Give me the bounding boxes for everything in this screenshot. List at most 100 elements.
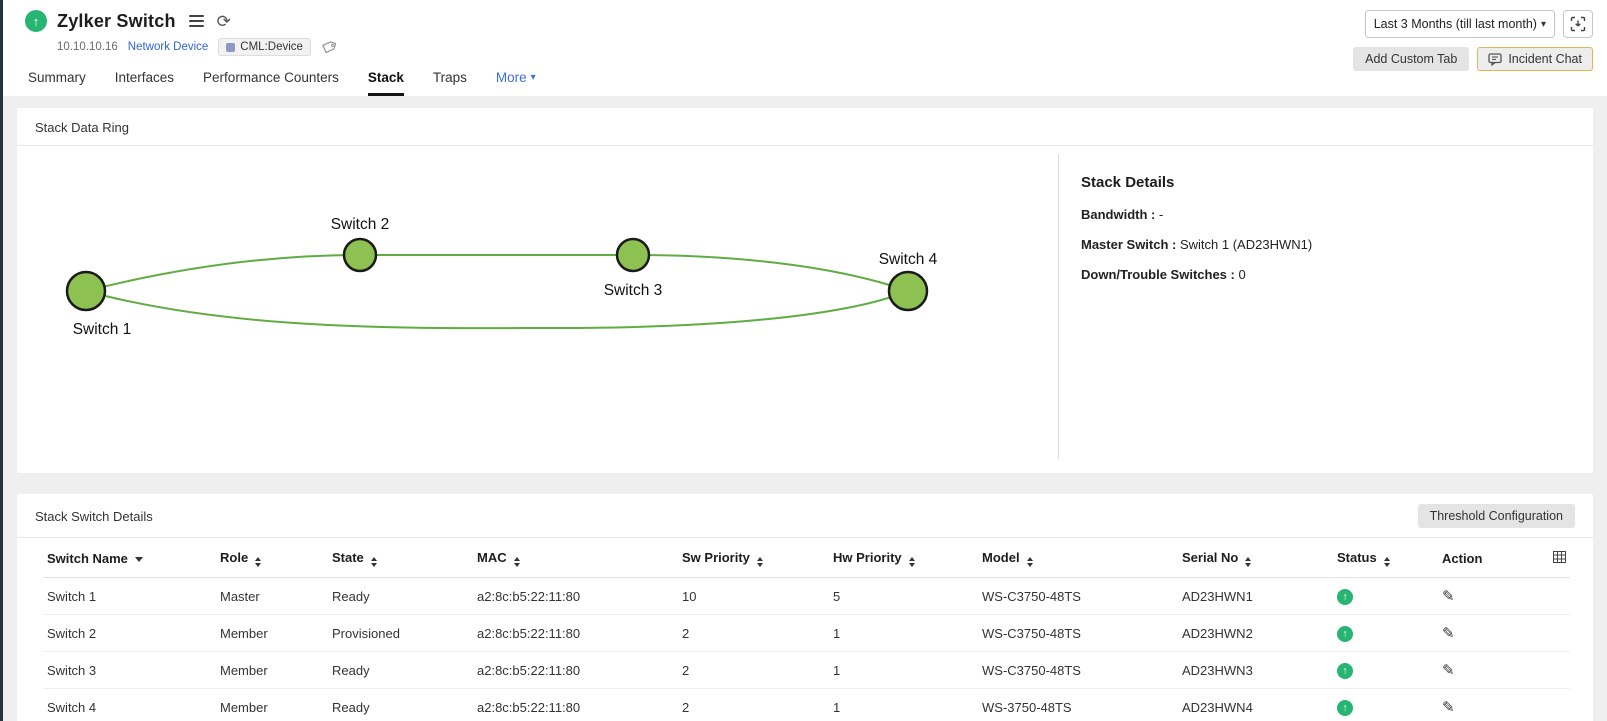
cell-action: ✎ [1438, 688, 1528, 721]
table-row[interactable]: Switch 2 Member Provisioned a2:8c:b5:22:… [43, 614, 1570, 652]
time-range-dropdown[interactable]: Last 3 Months (till last month) ▾ [1364, 10, 1555, 38]
table-row[interactable]: Switch 1 Master Ready a2:8c:b5:22:11:80 … [43, 577, 1570, 615]
edit-pencil-icon[interactable]: ✎ [1442, 625, 1455, 642]
cell-status: ↑ [1333, 614, 1438, 652]
edit-pencil-icon[interactable]: ✎ [1442, 699, 1455, 716]
cell-sw-priority: 10 [678, 577, 829, 615]
cell-status: ↑ [1333, 651, 1438, 689]
sort-icon[interactable] [1245, 557, 1252, 567]
tag-icon[interactable] [321, 40, 336, 55]
detail-label: Bandwidth : [1081, 207, 1156, 222]
cell-hw-priority: 1 [829, 651, 978, 689]
cell-switch-name: Switch 2 [43, 614, 216, 652]
detail-down-trouble-switches: Down/Trouble Switches : 0 [1081, 267, 1593, 282]
device-tag-chip[interactable]: CML:Device [218, 38, 311, 56]
tab-summary[interactable]: Summary [28, 70, 86, 85]
cell-sw-priority: 2 [678, 651, 829, 689]
ring-link-bottom [85, 290, 909, 330]
switch-node-3[interactable] [615, 237, 651, 273]
detail-label: Master Switch : [1081, 237, 1177, 252]
col-state[interactable]: State [328, 538, 473, 578]
sort-desc-icon[interactable] [134, 557, 143, 562]
cell-model: WS-C3750-48TS [978, 614, 1178, 652]
cell-action: ✎ [1438, 577, 1528, 615]
stack-details-title: Stack Details [1081, 174, 1175, 191]
cell-status: ↑ [1333, 688, 1438, 721]
tab-more-label: More [495, 70, 527, 85]
cell-hw-priority: 1 [829, 614, 978, 652]
tab-interfaces[interactable]: Interfaces [114, 70, 175, 85]
chevron-down-icon: ▾ [530, 72, 536, 83]
incident-chat-button[interactable]: Incident Chat [1477, 47, 1593, 71]
sort-icon[interactable] [756, 557, 763, 567]
refresh-icon[interactable]: ⟳ [216, 11, 231, 31]
column-chooser-grid-icon[interactable] [1553, 551, 1566, 563]
table-row[interactable]: Switch 4 Member Ready a2:8c:b5:22:11:80 … [43, 688, 1570, 721]
cell-hw-priority: 1 [829, 688, 978, 721]
col-hw-priority[interactable]: Hw Priority [829, 538, 978, 578]
device-status-up-icon: ↑ [25, 10, 47, 32]
cell-sw-priority: 2 [678, 614, 829, 652]
tab-traps[interactable]: Traps [432, 70, 467, 85]
stack-details-panel: Stack Details Bandwidth : - Master Switc… [1059, 146, 1593, 471]
col-role[interactable]: Role [216, 538, 328, 578]
col-sw-priority[interactable]: Sw Priority [678, 538, 829, 578]
page-header: ↑ Zylker Switch ⟳ 10.10.10.16 Network De… [3, 0, 1607, 71]
sort-icon[interactable] [1383, 557, 1390, 567]
add-custom-tab-button[interactable]: Add Custom Tab [1353, 47, 1470, 71]
cell-model: WS-3750-48TS [978, 688, 1178, 721]
status-up-icon: ↑ [1337, 662, 1353, 679]
switch-node-1[interactable] [65, 270, 107, 312]
sort-icon[interactable] [908, 557, 915, 567]
col-model[interactable]: Model [978, 538, 1178, 578]
switch-node-4[interactable] [887, 270, 929, 312]
cell-status: ↑ [1333, 577, 1438, 615]
edit-pencil-icon[interactable]: ✎ [1442, 662, 1455, 679]
stack-ring-diagram: Switch 1 Switch 2 Switch 3 Switch 4 [65, 216, 938, 338]
tab-more[interactable]: More ▾ [496, 70, 536, 96]
table-header-row: Switch Name Role State MAC Sw Priority H… [43, 538, 1570, 578]
section-title-stack-switch-details: Stack Switch Details [35, 508, 153, 524]
edit-pencil-icon[interactable]: ✎ [1442, 588, 1455, 605]
section-title-stack-data-ring: Stack Data Ring [17, 108, 1593, 146]
cell-mac: a2:8c:b5:22:11:80 [473, 651, 678, 689]
switch-node-2[interactable] [342, 237, 378, 273]
cell-action: ✎ [1438, 614, 1528, 652]
threshold-configuration-button[interactable]: Threshold Configuration [1417, 504, 1575, 528]
col-status[interactable]: Status [1333, 538, 1438, 578]
cell-role: Member [216, 614, 328, 652]
tag-chip-label: CML:Device [240, 41, 303, 53]
stack-switch-table: Switch Name Role State MAC Sw Priority H… [43, 538, 1570, 721]
status-up-icon: ↑ [1337, 588, 1353, 605]
sort-icon[interactable] [513, 557, 520, 567]
col-mac[interactable]: MAC [473, 538, 678, 578]
cell-serial-no: AD23HWN3 [1178, 651, 1333, 689]
window-arrow-icon [1570, 16, 1586, 32]
table-row[interactable]: Switch 3 Member Ready a2:8c:b5:22:11:80 … [43, 651, 1570, 689]
col-serial-no[interactable]: Serial No [1178, 538, 1333, 578]
cell-role: Member [216, 688, 328, 721]
cell-model: WS-C3750-48TS [978, 577, 1178, 615]
col-column-chooser[interactable] [1528, 538, 1570, 578]
tab-stack[interactable]: Stack [367, 70, 404, 96]
device-ip: 10.10.10.16 [57, 41, 118, 53]
sort-icon[interactable] [370, 557, 377, 567]
sort-icon[interactable] [255, 557, 262, 567]
cell-role: Member [216, 651, 328, 689]
switch-node-2-label: Switch 2 [331, 216, 390, 233]
chip-square-icon [226, 42, 236, 52]
stack-data-ring-card: Stack Data Ring Switch 1 Switch 2 Switch… [17, 108, 1593, 473]
time-range-value: Last 3 Months (till last month) [1373, 17, 1537, 31]
detail-value: - [1159, 207, 1164, 222]
cell-switch-name: Switch 3 [43, 651, 216, 689]
sort-icon[interactable] [1026, 557, 1033, 567]
tab-performance-counters[interactable]: Performance Counters [203, 70, 339, 85]
schedule-export-button[interactable] [1563, 10, 1593, 38]
ring-link-top [85, 254, 909, 292]
page-title: Zylker Switch [57, 10, 176, 31]
incident-chat-label: Incident Chat [1508, 52, 1582, 66]
device-type-link[interactable]: Network Device [127, 41, 209, 53]
hamburger-menu-icon[interactable] [186, 12, 207, 30]
col-switch-name[interactable]: Switch Name [43, 538, 216, 578]
detail-label: Down/Trouble Switches : [1081, 267, 1235, 282]
